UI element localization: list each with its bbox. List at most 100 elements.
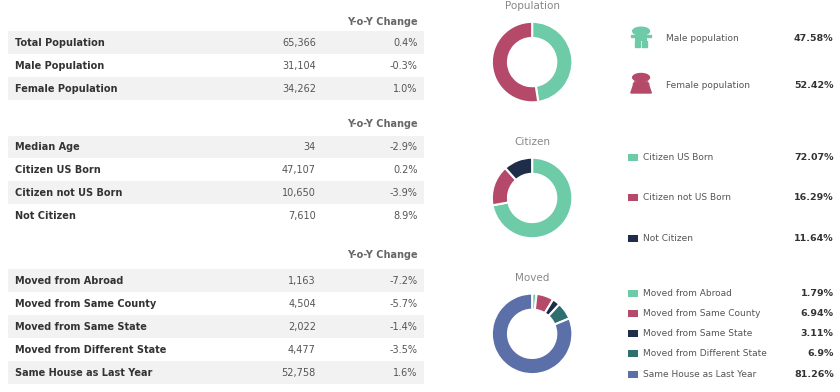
Text: 52,758: 52,758 [281, 368, 316, 377]
Text: Y-o-Y Change: Y-o-Y Change [347, 119, 417, 129]
FancyBboxPatch shape [8, 361, 424, 384]
Text: 81.26%: 81.26% [794, 370, 833, 379]
Text: 6.94%: 6.94% [801, 309, 833, 318]
FancyBboxPatch shape [8, 315, 424, 338]
Text: 10,650: 10,650 [282, 188, 316, 198]
Text: Moved from Abroad: Moved from Abroad [14, 276, 123, 286]
Text: Moved from Same State: Moved from Same State [14, 322, 146, 332]
Text: Female Population: Female Population [14, 83, 117, 94]
Wedge shape [505, 158, 532, 180]
Polygon shape [631, 82, 651, 93]
Text: 0.4%: 0.4% [393, 38, 417, 48]
FancyBboxPatch shape [628, 370, 638, 377]
Wedge shape [492, 168, 516, 205]
FancyBboxPatch shape [628, 154, 638, 161]
Text: -3.9%: -3.9% [390, 188, 417, 198]
Polygon shape [647, 35, 651, 37]
Text: -0.3%: -0.3% [390, 61, 417, 71]
Text: Median Age: Median Age [14, 142, 80, 152]
Wedge shape [492, 294, 572, 374]
Text: Citizen US Born: Citizen US Born [14, 165, 101, 175]
Text: 6.9%: 6.9% [807, 349, 833, 358]
Text: 11.64%: 11.64% [794, 234, 833, 243]
Polygon shape [642, 41, 647, 47]
FancyBboxPatch shape [628, 235, 638, 242]
FancyBboxPatch shape [628, 310, 638, 317]
Text: 7,610: 7,610 [288, 211, 316, 221]
Text: 1.6%: 1.6% [393, 368, 417, 377]
Text: -7.2%: -7.2% [390, 276, 417, 286]
Circle shape [633, 27, 649, 35]
Text: 31,104: 31,104 [282, 61, 316, 71]
Text: Moved from Different State: Moved from Different State [643, 349, 767, 358]
Text: 3.11%: 3.11% [801, 329, 833, 338]
Text: Total Population: Total Population [14, 38, 104, 48]
Text: 47,107: 47,107 [282, 165, 316, 175]
Text: 16.29%: 16.29% [794, 194, 833, 202]
Text: Same House as Last Year: Same House as Last Year [643, 370, 757, 379]
Text: 72.07%: 72.07% [794, 153, 833, 162]
Text: 1.79%: 1.79% [801, 289, 833, 298]
Text: Citizen not US Born: Citizen not US Born [643, 194, 731, 202]
Wedge shape [492, 22, 538, 102]
FancyBboxPatch shape [628, 350, 638, 358]
Text: 0.2%: 0.2% [393, 165, 417, 175]
FancyBboxPatch shape [8, 338, 424, 361]
Text: Citizen not US Born: Citizen not US Born [14, 188, 122, 198]
FancyBboxPatch shape [8, 205, 424, 227]
Circle shape [633, 73, 649, 82]
Wedge shape [549, 304, 570, 325]
Text: -1.4%: -1.4% [390, 322, 417, 332]
Text: Citizen US Born: Citizen US Born [643, 153, 713, 162]
Polygon shape [631, 35, 635, 37]
Text: Moved from Abroad: Moved from Abroad [643, 289, 732, 298]
Wedge shape [544, 299, 559, 316]
FancyBboxPatch shape [8, 77, 424, 100]
FancyBboxPatch shape [8, 269, 424, 292]
Text: -5.7%: -5.7% [390, 299, 417, 309]
FancyBboxPatch shape [8, 136, 424, 158]
Text: 4,477: 4,477 [288, 345, 316, 355]
Text: Not Citizen: Not Citizen [14, 211, 76, 221]
FancyBboxPatch shape [635, 35, 647, 41]
Text: 1,163: 1,163 [288, 276, 316, 286]
FancyBboxPatch shape [8, 54, 424, 77]
Text: 52.42%: 52.42% [794, 81, 833, 90]
Title: Citizen: Citizen [514, 137, 550, 147]
Text: 65,366: 65,366 [282, 38, 316, 48]
Wedge shape [492, 158, 572, 238]
Text: Not Citizen: Not Citizen [643, 234, 693, 243]
Wedge shape [532, 294, 537, 310]
Wedge shape [535, 294, 553, 313]
Polygon shape [635, 41, 640, 47]
Text: Y-o-Y Change: Y-o-Y Change [347, 18, 417, 27]
Text: 34,262: 34,262 [282, 83, 316, 94]
FancyBboxPatch shape [8, 158, 424, 181]
Text: Male Population: Male Population [14, 61, 104, 71]
Text: Moved from Same County: Moved from Same County [643, 309, 761, 318]
Text: -3.5%: -3.5% [390, 345, 417, 355]
Text: Same House as Last Year: Same House as Last Year [14, 368, 152, 377]
FancyBboxPatch shape [628, 290, 638, 297]
Text: Moved from Same County: Moved from Same County [14, 299, 156, 309]
Text: 4,504: 4,504 [288, 299, 316, 309]
Text: 34: 34 [303, 142, 316, 152]
Title: Population: Population [505, 1, 559, 11]
Text: 2,022: 2,022 [288, 322, 316, 332]
FancyBboxPatch shape [8, 181, 424, 205]
FancyBboxPatch shape [8, 292, 424, 315]
Text: Moved from Different State: Moved from Different State [14, 345, 166, 355]
FancyBboxPatch shape [8, 31, 424, 54]
Text: Male population: Male population [666, 34, 739, 44]
Text: 1.0%: 1.0% [393, 83, 417, 94]
Text: Moved from Same State: Moved from Same State [643, 329, 753, 338]
Title: Moved: Moved [515, 273, 549, 283]
FancyBboxPatch shape [628, 330, 638, 338]
Text: -2.9%: -2.9% [390, 142, 417, 152]
Text: 47.58%: 47.58% [794, 34, 833, 44]
Text: Y-o-Y Change: Y-o-Y Change [347, 250, 417, 260]
Text: Female population: Female population [666, 81, 750, 90]
FancyBboxPatch shape [628, 194, 638, 201]
Wedge shape [532, 22, 572, 102]
Text: 8.9%: 8.9% [393, 211, 417, 221]
